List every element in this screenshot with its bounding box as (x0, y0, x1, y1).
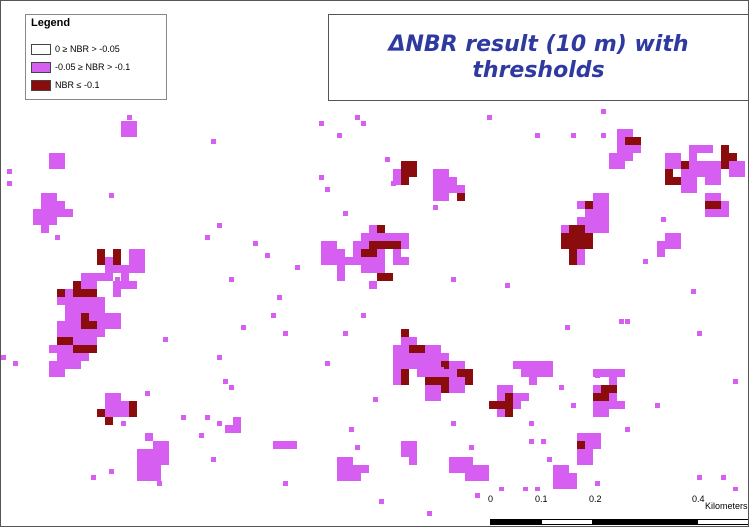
legend-item-unchanged: 0 ≥ NBR > -0.05 (31, 43, 120, 55)
scale-segment (541, 519, 593, 525)
legend-swatch-darkred (31, 79, 51, 91)
map-title: ΔNBR result (10 m) with thresholds (388, 31, 689, 83)
legend-item-moderate: -0.05 ≥ NBR > -0.1 (31, 61, 130, 73)
scale-unit-label: Kilometers (705, 501, 748, 511)
scale-tick-label: 0 (488, 494, 494, 504)
legend-label: NBR ≤ -0.1 (55, 80, 100, 90)
scale-tick-label: 0.2 (589, 494, 602, 504)
legend: Legend 0 ≥ NBR > -0.05 -0.05 ≥ NBR > -0.… (25, 14, 167, 100)
legend-item-severe: NBR ≤ -0.1 (31, 79, 99, 91)
legend-label: -0.05 ≥ NBR > -0.1 (55, 62, 131, 72)
scale-tick-label: 0.4 (692, 494, 705, 504)
scale-segment (593, 519, 697, 525)
legend-swatch-magenta (31, 61, 51, 73)
legend-title: Legend (31, 17, 71, 29)
scale-bar: 0 0.1 0.2 0.4 Kilometers (484, 491, 748, 526)
legend-swatch-white (31, 43, 51, 55)
legend-label: 0 ≥ NBR > -0.05 (55, 44, 120, 54)
scale-tick-label: 0.1 (535, 494, 548, 504)
map-title-box: ΔNBR result (10 m) with thresholds (328, 14, 748, 101)
scale-segment (697, 519, 748, 525)
scale-segment (490, 519, 541, 525)
